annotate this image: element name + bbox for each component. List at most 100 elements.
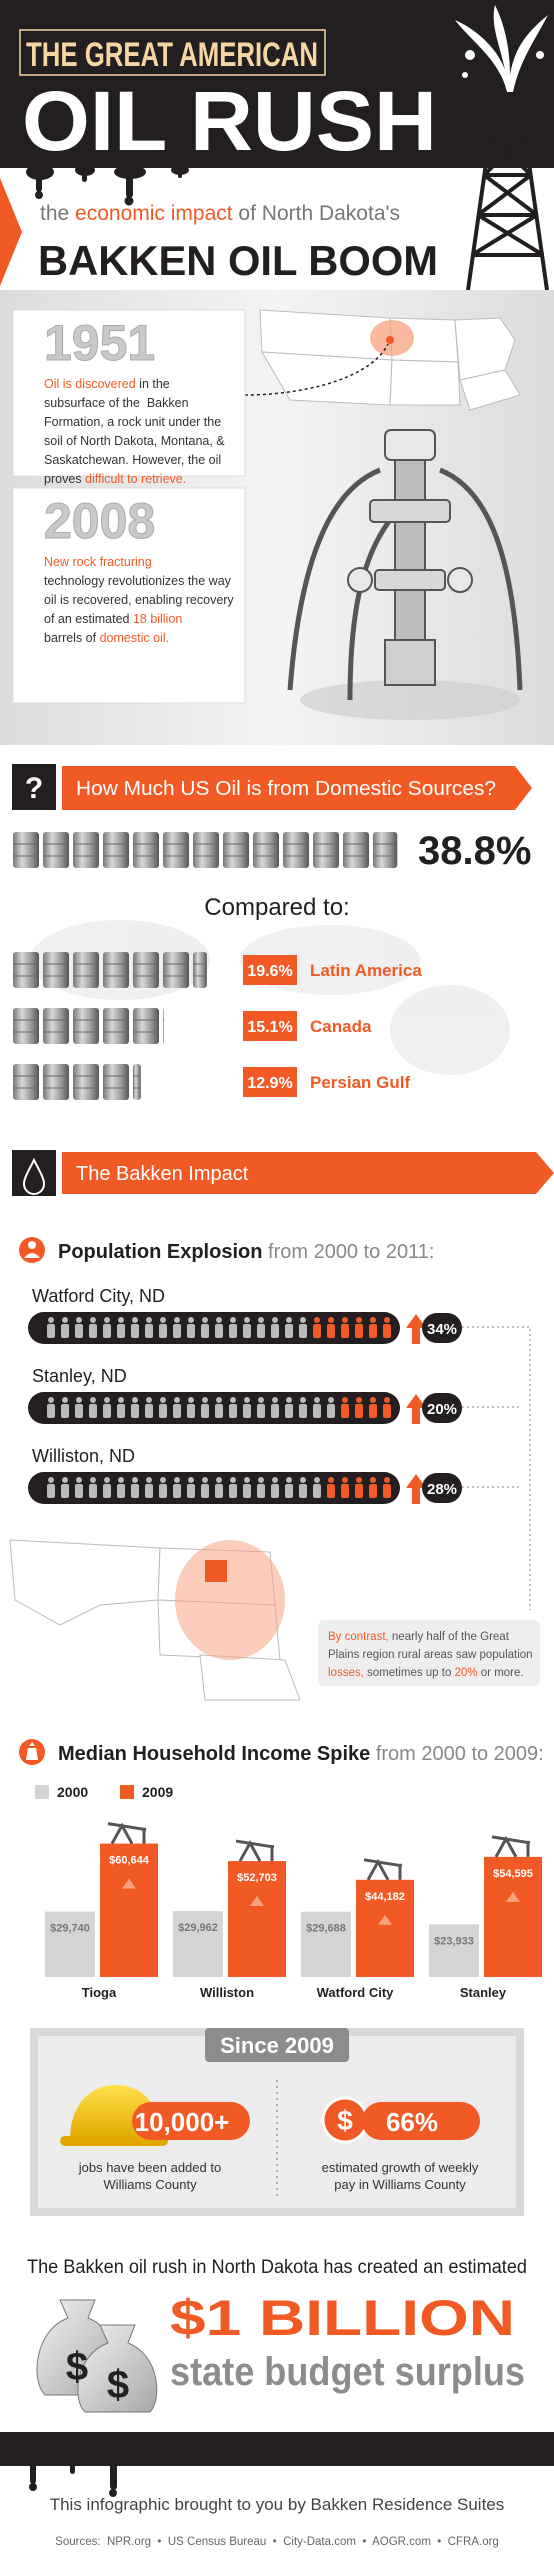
person-head (230, 1317, 236, 1323)
person-body (187, 1404, 195, 1418)
person-head (118, 1477, 124, 1483)
person-body (243, 1324, 251, 1338)
person-head (286, 1397, 292, 1403)
wellhead (287, 429, 523, 720)
footer-sources: Sources: NPR.org • US Census Bureau • Ci… (55, 2536, 499, 2548)
text-run: oil is recovered, enabling recovery (44, 593, 234, 607)
barrel (43, 1064, 69, 1100)
since-title: Since 2009 (220, 2033, 334, 2058)
footer-drips (29, 2462, 117, 2497)
income-bar (429, 1924, 479, 1977)
person-head (146, 1397, 152, 1403)
person-body (327, 1404, 335, 1418)
header-line1: THE GREAT AMERICAN (26, 36, 318, 74)
person-head (216, 1317, 222, 1323)
question-text: How Much US Oil is from Domestic Sources… (76, 778, 496, 800)
person-body (257, 1404, 265, 1418)
person-head (286, 1317, 292, 1323)
title-run: Population Explosion (58, 1241, 262, 1263)
barrel-group (13, 832, 398, 868)
barrel (43, 952, 69, 988)
person-head (216, 1477, 222, 1483)
barrel-group (13, 952, 207, 988)
bar-arrow (122, 1878, 136, 1889)
subtitle-run: from 2000 to 2011: (262, 1241, 434, 1263)
text-run: proves (44, 472, 85, 486)
person-body (341, 1484, 349, 1498)
income-bar (173, 1911, 223, 1977)
base-people (47, 1317, 307, 1338)
barrel (73, 1064, 99, 1100)
text-run: New rock fracturing (44, 555, 152, 569)
barrel (163, 832, 189, 868)
text-run: of an estimated (44, 612, 133, 626)
income-value: $54,595 (493, 1868, 533, 1880)
title-frame (19, 29, 326, 76)
income-icon-bag (26, 1742, 38, 1760)
subtitle-run: from 2000 to 2009: (370, 1743, 543, 1765)
person-body (229, 1484, 237, 1498)
surplus-intro: The Bakken oil rush in North Dakota has … (27, 2257, 527, 2278)
person-body (131, 1324, 139, 1338)
history-line: Formation, a rock unit under the (44, 415, 221, 429)
person-body (271, 1404, 279, 1418)
person-body (131, 1484, 139, 1498)
oil-drips (0, 160, 554, 206)
barrel (73, 1008, 99, 1044)
person-head (160, 1477, 166, 1483)
contrast-box (318, 1620, 540, 1686)
person-body (75, 1484, 83, 1498)
person-head (272, 1317, 278, 1323)
person-head (314, 1477, 320, 1483)
compared-value: 15.1% (247, 1019, 292, 1036)
person-head (132, 1477, 138, 1483)
growth-people (313, 1317, 391, 1338)
growth-arrow (406, 1394, 426, 1424)
person-body (61, 1324, 69, 1338)
person-head (314, 1317, 320, 1323)
barrel (133, 832, 159, 868)
person-head (160, 1317, 166, 1323)
category-label: Stanley (460, 1985, 507, 2000)
person-head (76, 1397, 82, 1403)
map-states (259, 309, 521, 411)
compared-value: 12.9% (247, 1075, 292, 1092)
bar-arrow (250, 1896, 264, 1907)
barrel (133, 1064, 141, 1100)
person-body (355, 1404, 363, 1418)
income-value: $44,182 (365, 1891, 405, 1903)
person-head (90, 1397, 96, 1403)
person-body (187, 1324, 195, 1338)
text-run: the (40, 202, 75, 225)
person-head (356, 1317, 362, 1323)
person-head (48, 1477, 54, 1483)
person-head (216, 1397, 222, 1403)
barrel (13, 832, 39, 868)
text-run: nearly half of the Great (389, 1631, 510, 1643)
history-line: barrels of domestic oil. (44, 631, 169, 645)
question-banner (62, 766, 532, 810)
person-body (369, 1404, 377, 1418)
text-run: of North Dakota's (233, 202, 400, 225)
history-line: technology revolutionizes the way (44, 574, 232, 588)
person-head (300, 1397, 306, 1403)
person-head (174, 1477, 180, 1483)
orange-wedge (0, 178, 22, 286)
person-body (285, 1484, 293, 1498)
person-head (146, 1317, 152, 1323)
person-head (48, 1397, 54, 1403)
person-body (327, 1324, 335, 1338)
income-value: $29,740 (50, 1923, 90, 1935)
income-bar (484, 1856, 542, 1977)
person-body (327, 1484, 335, 1498)
compared-name: Canada (310, 1017, 372, 1036)
footer-credit: This infographic brought to you by Bakke… (50, 2495, 505, 2514)
history-line: oil is recovered, enabling recovery (44, 593, 234, 607)
person-head (230, 1397, 236, 1403)
stat-text: jobs have been added to (78, 2160, 221, 2175)
person-body (47, 1484, 55, 1498)
person-head (132, 1317, 138, 1323)
stat-pill (132, 2102, 250, 2140)
category-label: Watford City (317, 1985, 395, 2000)
